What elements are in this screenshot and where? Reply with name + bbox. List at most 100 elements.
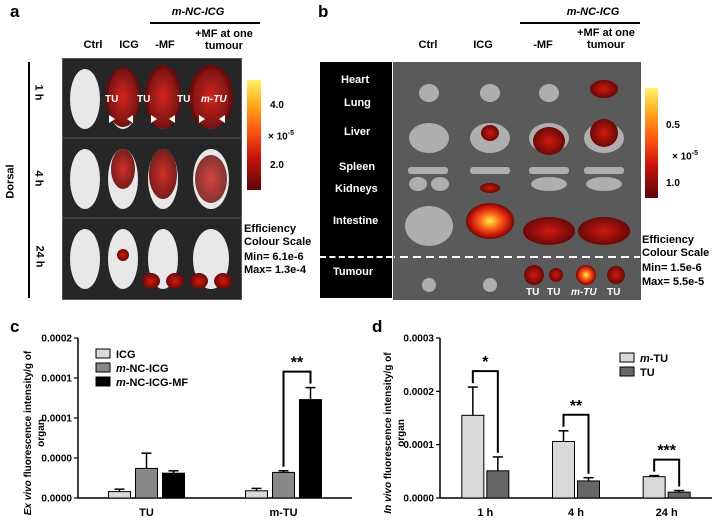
panel-a-scale-min: Min= 6.1e-6 <box>244 251 304 263</box>
panel-b-group-title: m-NC-ICG <box>566 6 620 18</box>
panel-b-colorbar <box>645 88 658 198</box>
bar <box>299 399 322 499</box>
panel-a-row-4h: 4 h <box>32 170 45 187</box>
panel-a-colorbar-tick-low: 2.0 <box>270 160 284 171</box>
organ-kidneys: Kidneys <box>335 183 378 195</box>
organ-tumour: Tumour <box>333 266 374 278</box>
y-tick-label: 0.0001 <box>403 440 434 451</box>
panel-a-row-1h: 1 h <box>32 84 45 101</box>
panel-a-col-plus-mf: +MF at one tumour <box>195 28 253 52</box>
significance-label: * <box>482 354 489 371</box>
x-tick-label: 1 h <box>477 507 493 519</box>
panel-a-colorbar-unit: × 10-5 <box>268 130 294 143</box>
bar <box>577 480 600 499</box>
legend-swatch <box>95 348 111 359</box>
panel-b-organ-legend <box>320 62 392 298</box>
panel-b-group-line <box>520 22 640 24</box>
organ-intestine: Intestine <box>333 215 379 227</box>
panel-b-dashed-separator <box>320 256 392 258</box>
panel-b-col-plus-mf: +MF at one tumour <box>577 27 635 51</box>
x-tick-label: m-TU <box>269 507 297 519</box>
y-tick-label: 0.0001 <box>41 374 72 385</box>
bar <box>486 470 510 499</box>
panel-a-marker-tu-2: TU <box>137 94 151 105</box>
panel-a-row-24h: 24 h <box>33 245 46 268</box>
significance-bracket <box>471 370 499 453</box>
y-tick-label: 0.0002 <box>41 334 72 345</box>
panel-a-group-title: m-NC-ICG <box>171 6 225 18</box>
y-tick-label: 0.0000 <box>41 454 72 465</box>
panel-b-label: b <box>318 2 329 21</box>
panel-a-col-ctrl: Ctrl <box>83 39 103 51</box>
significance-bracket <box>282 370 312 467</box>
panel-b-marker-mtu: m-TU <box>571 287 597 298</box>
panel-a-side-label: Dorsal <box>4 164 17 199</box>
bar <box>667 491 691 499</box>
panel-a-group-line <box>150 22 260 24</box>
x-tick-label: 24 h <box>656 507 678 519</box>
legend-swatch <box>95 376 111 387</box>
legend-label: TU <box>640 367 655 379</box>
y-tick-label: 0.0002 <box>403 387 434 398</box>
panel-a-row-divider <box>28 62 30 298</box>
chart-d: 0.0000 0.0001 0.0002 0.0003 1 h * 4 h ** 24 h ***… <box>403 334 712 519</box>
legend-swatch <box>619 352 635 363</box>
y-tick-label: 0.0000 <box>41 494 72 505</box>
panel-a-marker-tu-3: TU <box>177 94 191 105</box>
legend-swatch <box>619 366 635 377</box>
organ-spleen: Spleen <box>339 161 376 173</box>
legend-swatch <box>95 362 111 373</box>
panel-b-organ-images <box>322 62 641 300</box>
panel-a-scale-title: Efficiency Colour Scale <box>244 223 312 248</box>
panel-c-label: c <box>10 317 20 336</box>
legend-label: ICG <box>116 349 136 361</box>
bar <box>272 471 295 499</box>
organ-fluorescence-images <box>322 63 640 299</box>
x-tick-label: TU <box>139 507 154 519</box>
panel-a-scale-max: Max= 1.3e-4 <box>244 264 307 276</box>
panel-b-scale-max: Max= 5.5e-5 <box>642 276 705 288</box>
bar <box>135 467 158 499</box>
panel-b-colorbar-unit: × 10-5 <box>672 150 698 163</box>
panel-b-col-ctrl: Ctrl <box>418 39 438 51</box>
panel-a-image-grid <box>62 58 242 300</box>
panel-b-colorbar-tick-low: 1.0 <box>666 178 680 189</box>
panel-b-col-minus-mf: -MF <box>533 39 553 51</box>
bar <box>245 490 268 499</box>
panel-b-marker-tu-2: TU <box>547 287 561 298</box>
panel-a-marker-tu-1: TU <box>105 94 119 105</box>
panel-d-label: d <box>372 317 383 336</box>
y-tick-label: 0.0003 <box>403 334 434 345</box>
bar <box>162 472 185 499</box>
significance-label: ** <box>291 355 304 372</box>
panel-b-scale-min: Min= 1.5e-6 <box>642 262 702 274</box>
panel-b-marker-tu-3: TU <box>607 287 621 298</box>
panel-a-col-minus-mf: -MF <box>155 39 175 51</box>
legend-label: m-TU <box>640 353 668 365</box>
x-tick-label: 4 h <box>568 507 584 519</box>
bar <box>108 491 131 499</box>
mouse-fluorescence-images <box>63 59 241 299</box>
panel-b-marker-tu-1: TU <box>526 287 540 298</box>
panel-a-label: a <box>10 2 20 21</box>
chart-c: 0.0000 0.0000 0.0001 0.0001 0.0002 TU m-TU ** IC… <box>41 334 352 519</box>
bar <box>552 440 575 499</box>
panel-a-colorbar <box>247 80 261 190</box>
bar <box>642 476 666 499</box>
y-tick-label: 0.0000 <box>403 494 434 505</box>
significance-label: *** <box>657 443 676 460</box>
y-tick-label: 0.0001 <box>41 414 72 425</box>
organ-lung: Lung <box>344 97 371 109</box>
panel-b-col-icg: ICG <box>473 39 493 51</box>
panel-a-marker-mtu: m-TU <box>201 94 227 105</box>
significance-bracket <box>653 458 681 487</box>
panel-b-colorbar-tick-high: 0.5 <box>666 120 680 131</box>
panel-a-col-icg: ICG <box>119 39 139 51</box>
significance-label: ** <box>570 398 583 415</box>
legend-label: m-NC-ICG <box>116 363 169 375</box>
organ-heart: Heart <box>341 74 370 86</box>
legend-label: m-NC-ICG-MF <box>116 377 188 389</box>
bar <box>461 414 485 499</box>
panel-a-colorbar-tick-high: 4.0 <box>270 100 284 111</box>
panel-b-scale-title: Efficiency Colour Scale <box>642 234 710 259</box>
